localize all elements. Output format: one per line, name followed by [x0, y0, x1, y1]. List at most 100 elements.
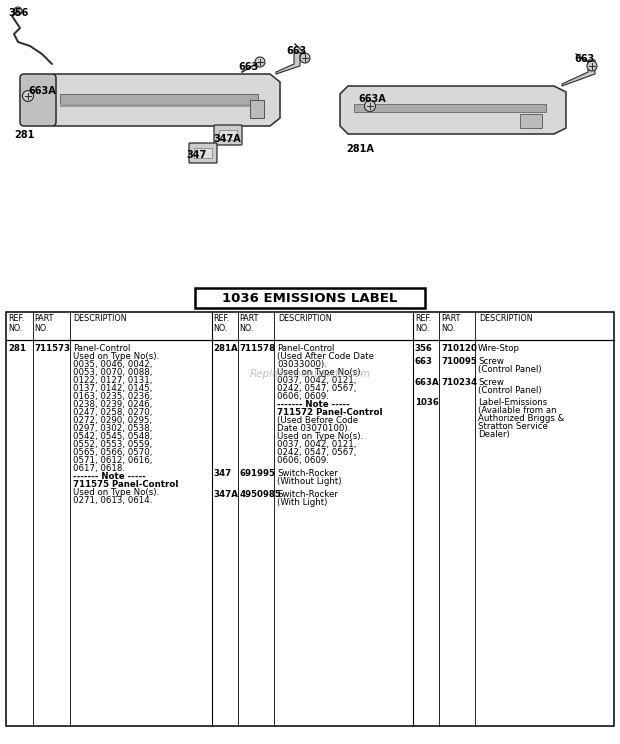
Text: (With Light): (With Light) [277, 498, 327, 507]
Text: Panel-Control: Panel-Control [277, 344, 334, 353]
Text: 0247, 0258, 0270,: 0247, 0258, 0270, [73, 408, 152, 417]
Text: 03033000).: 03033000). [277, 360, 327, 369]
Bar [60, 104, 258, 107]
Text: Wire-Stop: Wire-Stop [478, 344, 520, 353]
Text: 663A: 663A [358, 94, 386, 104]
Text: 0571, 0612, 0616,: 0571, 0612, 0616, [73, 456, 152, 465]
Text: REF.
NO.: REF. NO. [213, 314, 230, 333]
Text: 281: 281 [8, 344, 26, 353]
Polygon shape [42, 74, 280, 126]
Text: 0037, 0042, 0121,: 0037, 0042, 0121, [277, 440, 356, 449]
Text: 663A: 663A [28, 86, 56, 96]
Bar [520, 114, 542, 128]
Circle shape [365, 100, 376, 112]
Text: 663: 663 [415, 357, 433, 366]
Text: ------- Note -----: ------- Note ----- [73, 472, 146, 481]
Text: 0617, 0618.: 0617, 0618. [73, 464, 125, 473]
Text: 663: 663 [574, 54, 594, 64]
Text: 0137, 0142, 0145,: 0137, 0142, 0145, [73, 384, 152, 393]
Text: Used on Type No(s).: Used on Type No(s). [73, 488, 159, 497]
Text: Used on Type No(s).: Used on Type No(s). [277, 432, 363, 441]
Text: 347A: 347A [213, 490, 238, 498]
Text: PART
NO.: PART NO. [240, 314, 259, 333]
Text: 0238, 0239, 0246,: 0238, 0239, 0246, [73, 400, 152, 409]
Text: Used on Type No(s).: Used on Type No(s). [73, 352, 159, 361]
Text: 0271, 0613, 0614.: 0271, 0613, 0614. [73, 496, 152, 505]
Text: 0053, 0070, 0088,: 0053, 0070, 0088, [73, 368, 152, 377]
Text: (Without Light): (Without Light) [277, 477, 342, 486]
Text: 663: 663 [286, 46, 306, 56]
Text: Switch-Rocker: Switch-Rocker [277, 490, 338, 498]
Text: PART
NO.: PART NO. [441, 314, 460, 333]
Text: 0035, 0046, 0042,: 0035, 0046, 0042, [73, 360, 152, 369]
Bar [60, 94, 258, 104]
Bar [219, 130, 237, 140]
Text: 691995: 691995 [240, 469, 275, 478]
Text: 0122, 0127, 0131,: 0122, 0127, 0131, [73, 376, 152, 385]
Text: 0606, 0609.: 0606, 0609. [277, 392, 329, 401]
Text: DESCRIPTION: DESCRIPTION [278, 314, 332, 323]
Circle shape [300, 53, 310, 63]
Text: 710095: 710095 [441, 357, 477, 366]
Bar [354, 104, 546, 112]
Text: Panel-Control: Panel-Control [73, 344, 130, 353]
Text: Authorized Briggs &: Authorized Briggs & [478, 414, 564, 423]
Text: 663A: 663A [415, 378, 440, 387]
Text: 347A: 347A [213, 134, 241, 144]
Text: 0037, 0042, 0121,: 0037, 0042, 0121, [277, 376, 356, 385]
Text: REF.
NO.: REF. NO. [8, 314, 24, 333]
Text: ------- Note -----: ------- Note ----- [277, 400, 350, 409]
Text: 0565, 0566, 0570,: 0565, 0566, 0570, [73, 448, 152, 457]
Text: 0272, 0290, 0295,: 0272, 0290, 0295, [73, 416, 152, 425]
FancyBboxPatch shape [20, 74, 56, 126]
Text: Stratton Service: Stratton Service [478, 423, 548, 432]
Text: 347: 347 [186, 150, 206, 160]
Text: 711572 Panel-Control: 711572 Panel-Control [277, 408, 383, 417]
Text: Label-Emissions: Label-Emissions [478, 398, 547, 408]
Text: 0606, 0609.: 0606, 0609. [277, 456, 329, 465]
Text: 356: 356 [8, 8, 29, 18]
Text: (Used After Code Date: (Used After Code Date [277, 352, 374, 361]
Text: (Control Panel): (Control Panel) [478, 365, 542, 373]
Text: DESCRIPTION: DESCRIPTION [74, 314, 127, 323]
Text: 0242, 0547, 0567,: 0242, 0547, 0567, [277, 384, 356, 393]
Text: (Available from an: (Available from an [478, 406, 557, 415]
Text: Used on Type No(s).: Used on Type No(s). [277, 368, 363, 377]
Text: Replacementparts.com: Replacementparts.com [249, 369, 371, 379]
Circle shape [22, 91, 33, 101]
Polygon shape [276, 52, 300, 74]
Text: 347: 347 [213, 469, 232, 478]
Text: DESCRIPTION: DESCRIPTION [479, 314, 533, 323]
Bar [195, 288, 425, 308]
Text: Screw: Screw [478, 378, 504, 387]
Text: 0163, 0235, 0236,: 0163, 0235, 0236, [73, 392, 152, 401]
Text: Dealer): Dealer) [478, 430, 510, 440]
Text: 710234: 710234 [441, 378, 477, 387]
Text: Date 03070100).: Date 03070100). [277, 424, 350, 433]
Circle shape [255, 57, 265, 67]
Text: 4950985: 4950985 [240, 490, 281, 498]
Text: 663: 663 [238, 62, 259, 72]
Bar [250, 100, 264, 118]
Text: 711578: 711578 [240, 344, 276, 353]
Polygon shape [562, 60, 595, 86]
Text: 711573: 711573 [35, 344, 71, 353]
Text: 356: 356 [415, 344, 433, 353]
Text: 0542, 0545, 0548,: 0542, 0545, 0548, [73, 432, 152, 441]
FancyBboxPatch shape [214, 125, 242, 145]
Text: 0552, 0553, 0559,: 0552, 0553, 0559, [73, 440, 152, 449]
Text: 711575 Panel-Control: 711575 Panel-Control [73, 480, 178, 489]
Polygon shape [340, 86, 566, 134]
Text: (Used Before Code: (Used Before Code [277, 416, 358, 425]
Text: 1036: 1036 [415, 398, 438, 408]
Text: 0242, 0547, 0567,: 0242, 0547, 0567, [277, 448, 356, 457]
Text: 710120: 710120 [441, 344, 477, 353]
Text: 281A: 281A [346, 144, 374, 154]
Text: Screw: Screw [478, 357, 504, 366]
Text: 281: 281 [14, 130, 34, 140]
Text: (Control Panel): (Control Panel) [478, 385, 542, 394]
Text: 281A: 281A [213, 344, 238, 353]
Text: Switch-Rocker: Switch-Rocker [277, 469, 338, 478]
Bar [194, 148, 212, 158]
Text: 0297, 0302, 0538,: 0297, 0302, 0538, [73, 424, 152, 433]
